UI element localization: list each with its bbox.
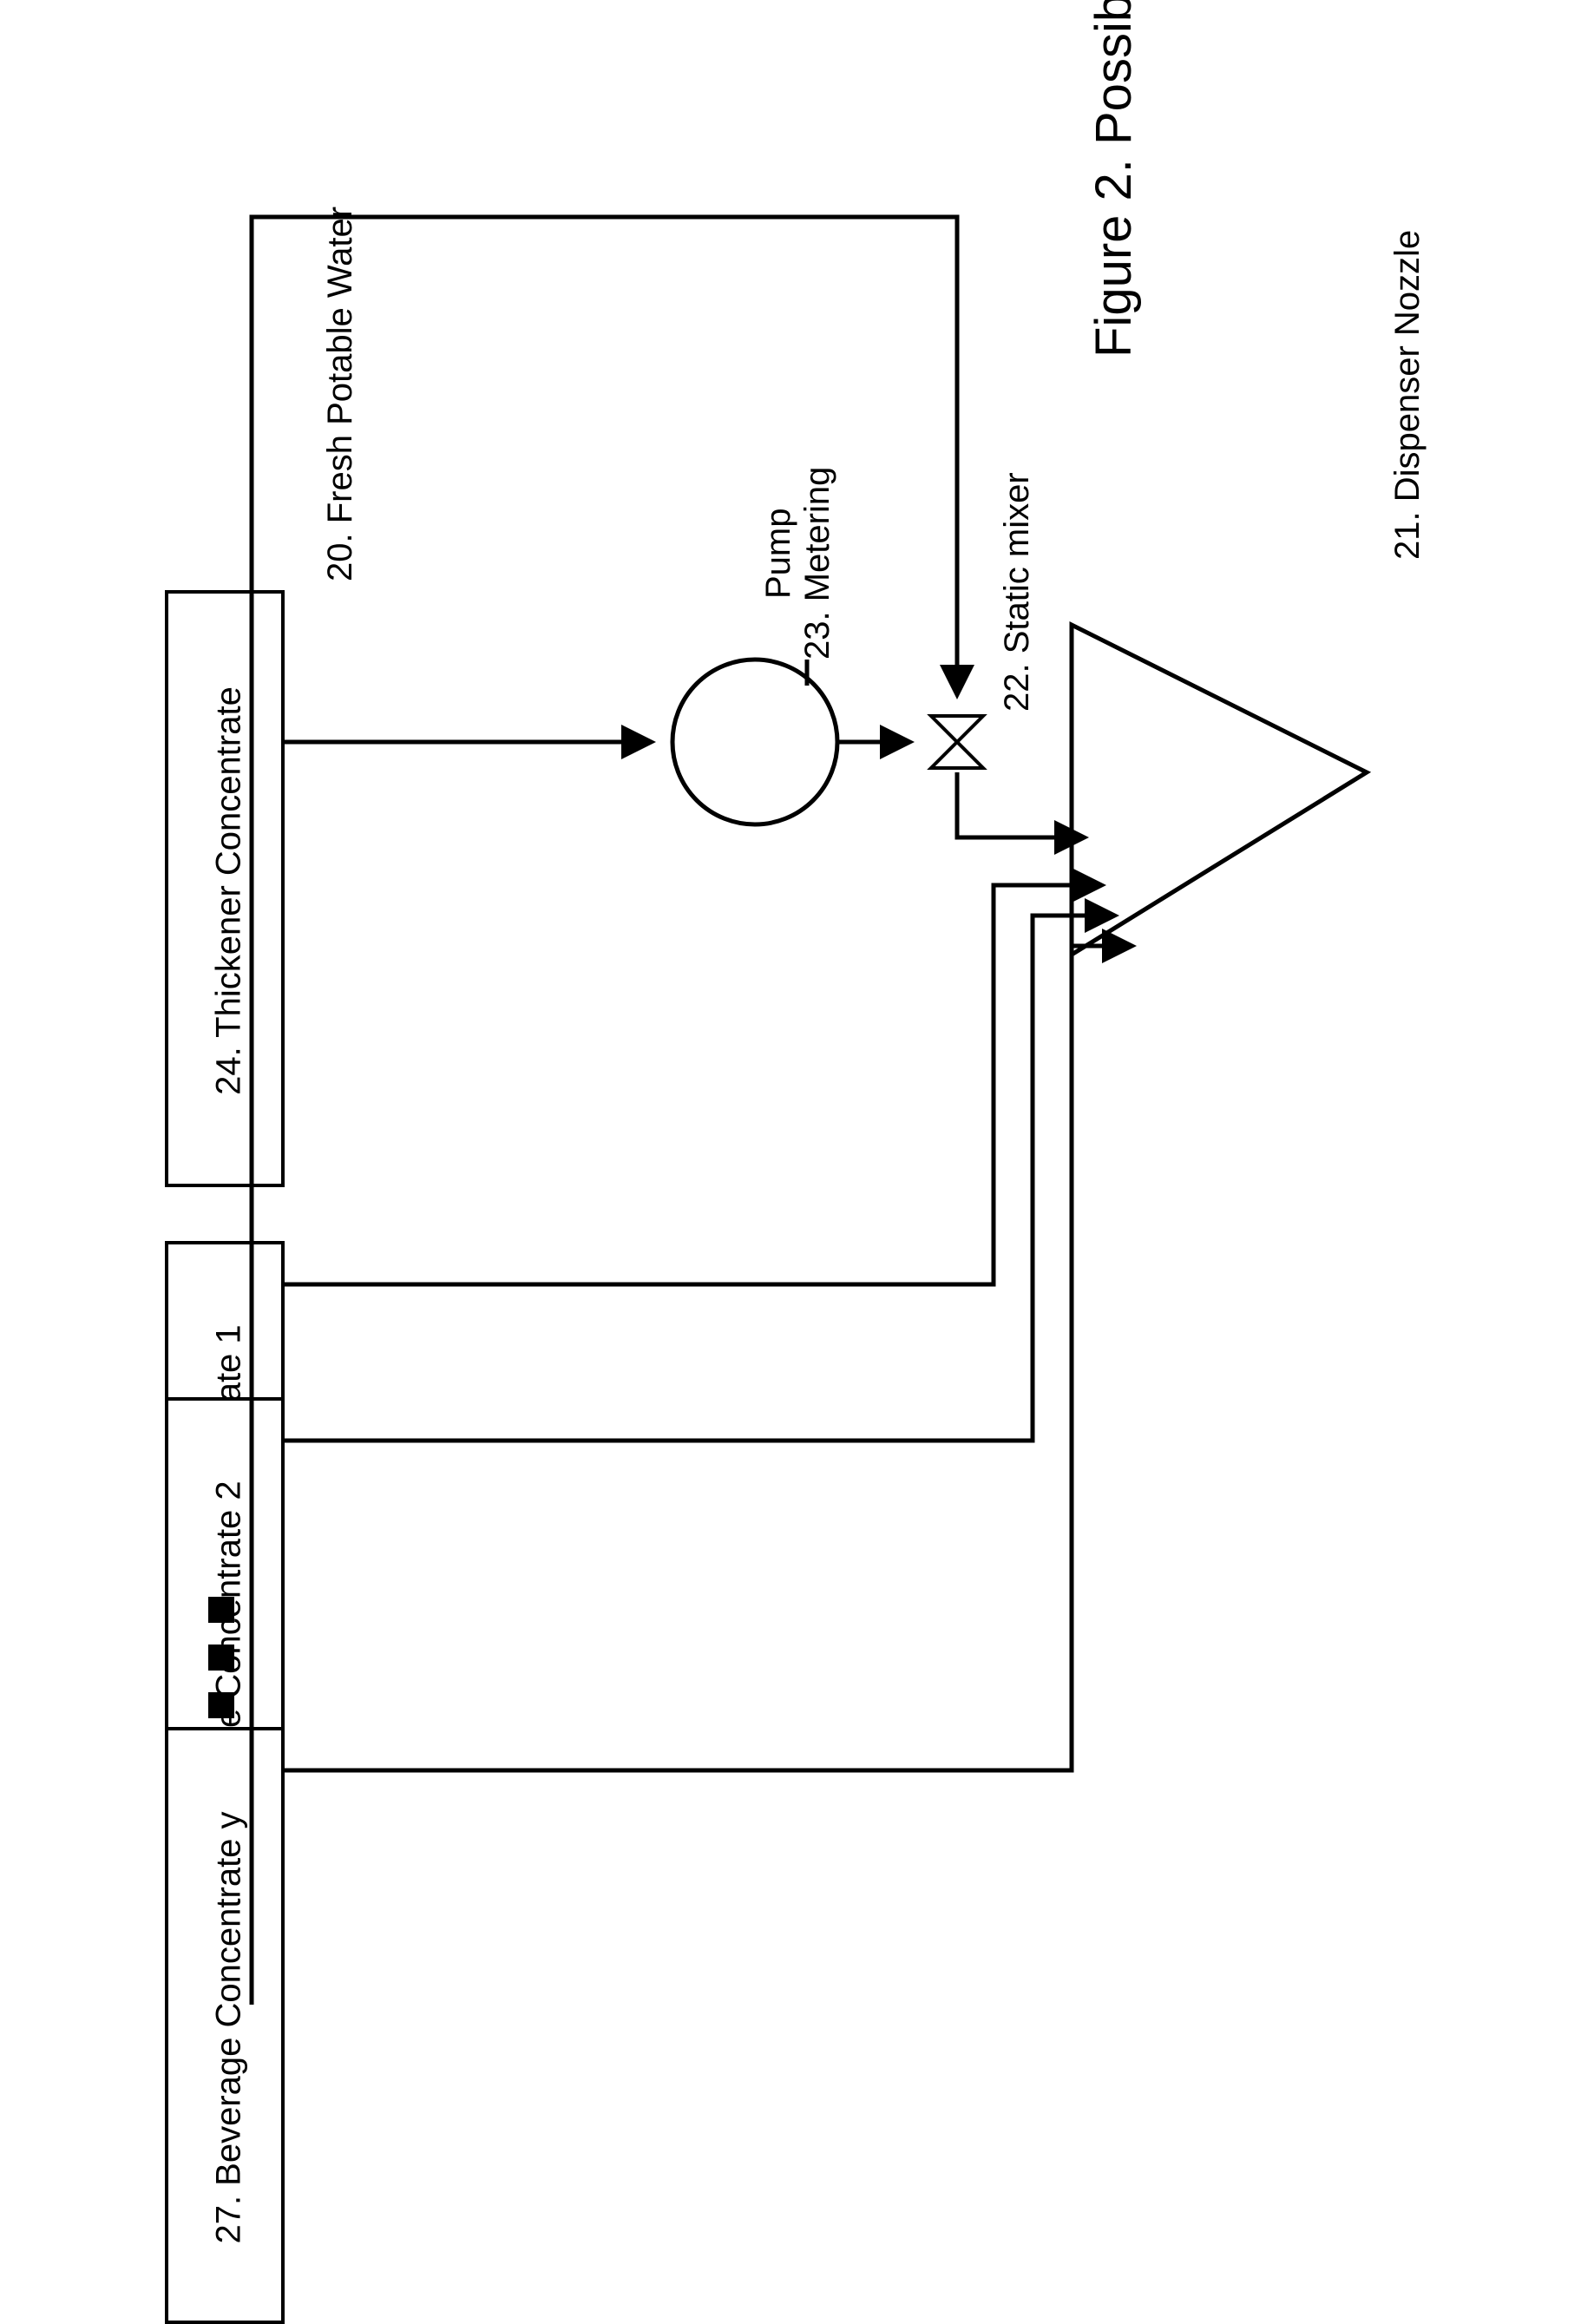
line-bev2-to-nozzle: [281, 916, 1111, 1441]
diagram-canvas: Figure 2. Possible Configuration 1 20. F…: [0, 0, 1594, 2124]
line-bev1-to-nozzle: [281, 885, 1098, 1284]
mixer-triangle-bottom: [931, 742, 983, 768]
dispenser-nozzle-triangle: [1072, 625, 1367, 955]
line-mixer-to-nozzle: [957, 772, 1080, 837]
line-bevy-to-nozzle: [281, 946, 1128, 1770]
diagram-svg: [0, 0, 1594, 2124]
line-water: [252, 217, 957, 2005]
mixer-triangle-top: [931, 716, 983, 742]
pump-circle: [672, 660, 837, 824]
